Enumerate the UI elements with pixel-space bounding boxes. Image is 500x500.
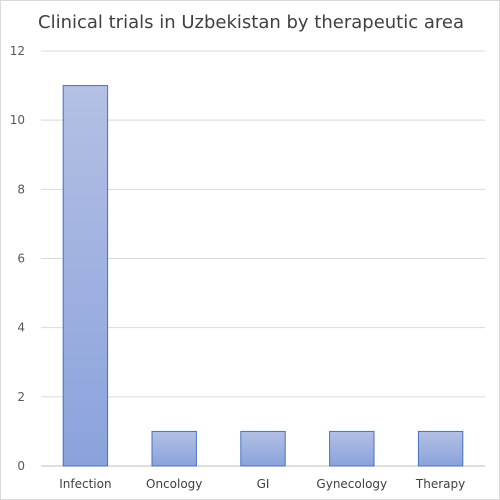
chart-title: Clinical trials in Uzbekistan by therape… <box>38 12 464 33</box>
x-axis-categories: Infection Oncology GI Gynecology Therapy <box>59 477 465 491</box>
y-tick-label: 12 <box>10 44 25 58</box>
x-category-label: GI <box>257 477 270 491</box>
bar-oncology <box>151 430 197 467</box>
y-tick-label: 0 <box>17 459 25 473</box>
bar-gi <box>240 430 286 467</box>
y-tick-label: 4 <box>17 321 25 335</box>
y-tick-label: 10 <box>10 113 25 127</box>
y-tick-label: 6 <box>17 252 25 266</box>
y-tick-label: 8 <box>17 182 25 196</box>
bars <box>62 85 464 467</box>
bar-gynecology <box>329 430 375 467</box>
y-axis-ticks: 0 2 4 6 8 10 12 <box>10 44 25 473</box>
x-category-label: Oncology <box>146 477 202 491</box>
bar-infection <box>62 85 109 467</box>
x-category-label: Therapy <box>415 477 465 491</box>
x-category-label: Gynecology <box>316 477 387 491</box>
y-tick-label: 2 <box>17 390 25 404</box>
bar-therapy <box>417 430 464 467</box>
x-category-label: Infection <box>59 477 111 491</box>
